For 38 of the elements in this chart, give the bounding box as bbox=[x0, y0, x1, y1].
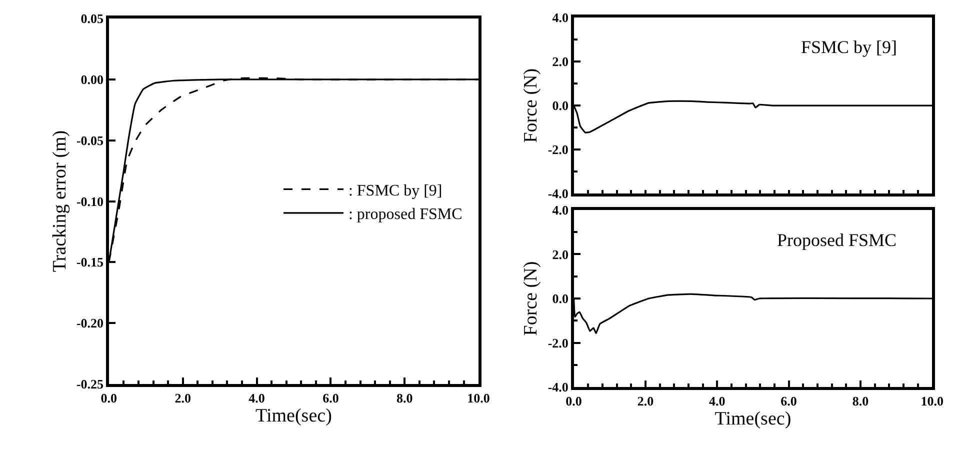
y-tick-label: -2.0 bbox=[548, 335, 568, 350]
legend-label: : FSMC by [9] bbox=[348, 182, 442, 200]
y-tick-label: 2.0 bbox=[552, 54, 568, 70]
y-tick-label: -2.0 bbox=[548, 142, 568, 158]
x-tick-label: 6.0 bbox=[322, 390, 339, 406]
x-tick-label: 2.0 bbox=[637, 393, 654, 408]
legend-label: : proposed FSMC bbox=[348, 206, 462, 224]
y-tick-label: -4.0 bbox=[548, 186, 568, 202]
x-tick-label: 0.0 bbox=[100, 390, 118, 406]
y-axis-title: Force (N) bbox=[520, 261, 542, 336]
annotation: FSMC by [9] bbox=[801, 37, 898, 57]
y-axis-title: Force (N) bbox=[520, 68, 542, 143]
y-tick-label: -0.15 bbox=[76, 254, 104, 270]
y-tick-label: 0.05 bbox=[80, 11, 104, 26]
x-axis-title: Time(sec) bbox=[714, 408, 792, 430]
y-tick-label: 0.0 bbox=[552, 98, 568, 114]
y-tick-label: -0.05 bbox=[76, 132, 104, 148]
x-tick-label: 2.0 bbox=[174, 390, 191, 406]
y-tick-label: -4.0 bbox=[548, 380, 568, 395]
y-tick-label: 4.0 bbox=[552, 10, 568, 26]
x-tick-label: 10.0 bbox=[920, 393, 944, 408]
y-tick-label: 4.0 bbox=[552, 202, 568, 218]
x-tick-label: 4.0 bbox=[248, 390, 265, 406]
x-tick-label: 6.0 bbox=[780, 393, 797, 408]
x-tick-label: 4.0 bbox=[709, 393, 726, 408]
x-tick-label: 10.0 bbox=[467, 390, 490, 406]
x-tick-label: 8.0 bbox=[852, 393, 869, 408]
annotation: Proposed FSMC bbox=[777, 230, 897, 250]
x-axis-title: Time(sec) bbox=[256, 405, 332, 426]
y-tick-label: 0.0 bbox=[552, 291, 568, 306]
y-tick-label: 0.00 bbox=[80, 72, 104, 87]
y-tick-label: 2.0 bbox=[552, 246, 568, 262]
x-tick-label: 8.0 bbox=[396, 390, 413, 406]
y-tick-label: -0.20 bbox=[76, 316, 104, 331]
y-tick-label: -0.10 bbox=[76, 194, 104, 209]
y-axis-title: Tracking error (m) bbox=[49, 130, 70, 272]
x-tick-label: 0.0 bbox=[566, 393, 582, 408]
y-tick-label: -0.25 bbox=[76, 376, 104, 392]
